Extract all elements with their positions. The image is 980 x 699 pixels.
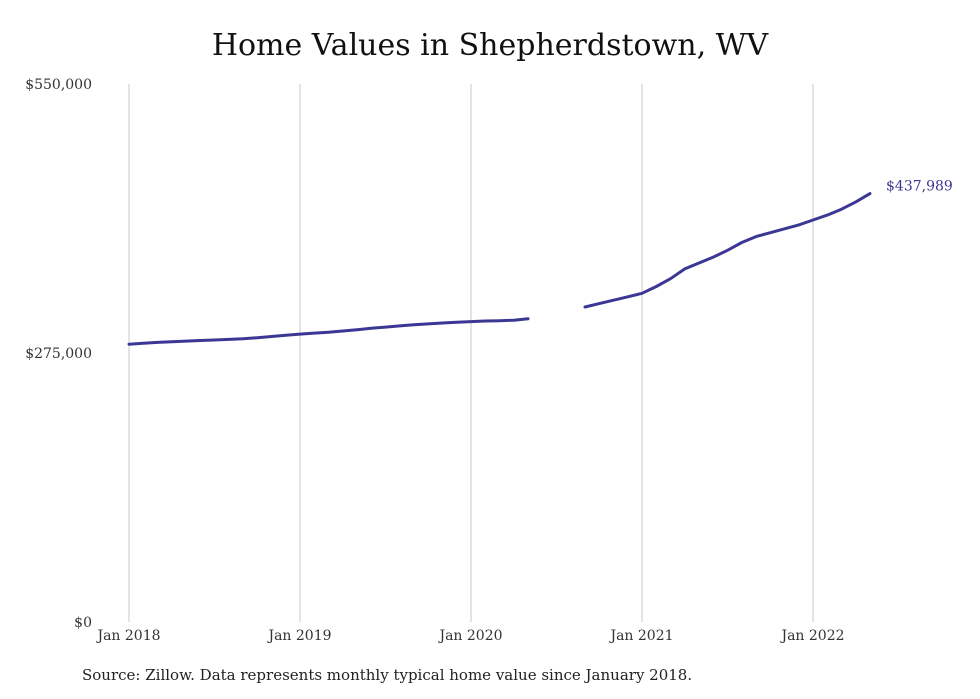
y-tick-label: $550,000 [25,77,92,93]
x-tick-label: Jan 2022 [779,628,844,644]
annotation-layer: $437,989 [886,179,953,195]
chart-title: Home Values in Shepherdstown, WV [211,28,769,63]
x-tick-label: Jan 2021 [608,628,673,644]
y-tick-label: $0 [74,615,92,631]
end-value-label: $437,989 [886,179,953,195]
x-tick-label: Jan 2018 [95,628,160,644]
x-axis: Jan 2018 Jan 2019 Jan 2020 Jan 2021 Jan 2022 [95,628,844,644]
series-line-segment [583,192,872,309]
series-line-segment [127,317,530,346]
source-note: Source: Zillow. Data represents monthly … [82,666,693,684]
y-tick-label: $275,000 [25,346,92,362]
x-tick-label: Jan 2019 [266,628,331,644]
x-tick-label: Jan 2020 [437,628,502,644]
gridlines [128,84,814,622]
series-layer [127,192,872,346]
y-axis: $0 $275,000 $550,000 [25,77,92,631]
